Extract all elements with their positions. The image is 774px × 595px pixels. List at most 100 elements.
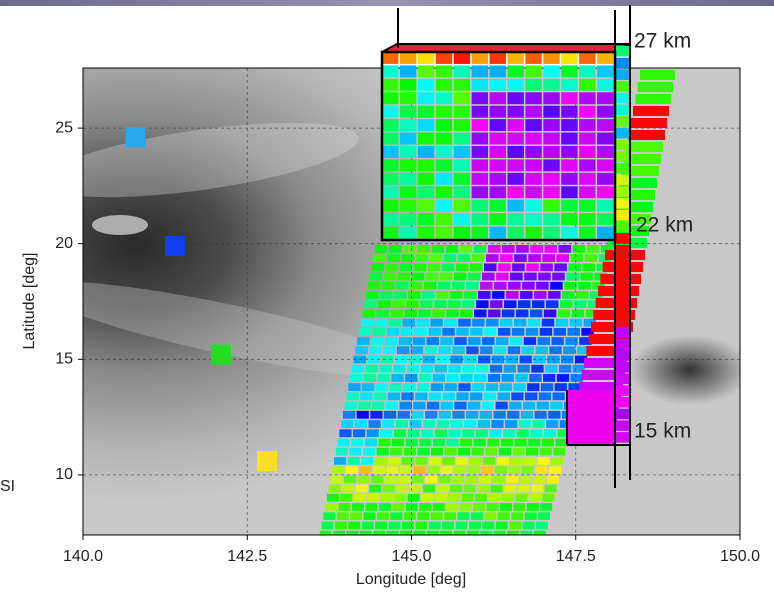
swath-cell [407, 365, 419, 373]
swath-cell [359, 328, 371, 336]
box-cell [597, 65, 613, 77]
box-cell [400, 213, 416, 225]
swath-cell [442, 328, 454, 336]
swath-cell [563, 346, 575, 354]
box-side-cell [616, 81, 629, 92]
box-cell [561, 133, 577, 145]
box-cell [382, 65, 398, 77]
box-cell [525, 92, 541, 104]
swath-cell [356, 485, 368, 493]
swath-cell [456, 522, 468, 530]
box-cell [436, 227, 452, 239]
swath-cell [390, 310, 402, 318]
swath-cell [512, 263, 525, 271]
swath-cell [500, 319, 512, 327]
box-side-cell [616, 409, 629, 420]
swath-cell [542, 494, 554, 502]
swath-cell [491, 420, 503, 428]
swath-cell [526, 448, 538, 456]
swath-cell [456, 393, 468, 401]
box-cell [543, 133, 559, 145]
swath-cell [427, 337, 439, 345]
swath-cell [520, 291, 532, 299]
box-cell [454, 119, 470, 131]
swath-cell [520, 475, 532, 483]
box-cell [543, 146, 559, 158]
swath-cell [496, 337, 508, 345]
box-cell [543, 65, 559, 77]
swath-cell [480, 346, 492, 354]
swath-cell [513, 383, 525, 391]
swath-cell [549, 466, 561, 474]
box-side-cell [616, 140, 629, 151]
box-cell [472, 146, 488, 158]
swath-cell [440, 273, 453, 281]
swath-cell [475, 494, 487, 502]
swath-cell [454, 402, 466, 410]
swath-cell [498, 393, 510, 401]
swath-cell [551, 457, 563, 465]
swath-cell [530, 310, 542, 318]
box-cell [382, 200, 398, 212]
swath-cell [542, 439, 554, 447]
swath-cell [545, 485, 557, 493]
box-cell [382, 92, 398, 104]
swath-cell [502, 374, 514, 382]
swath-cell [424, 282, 437, 290]
swath-cell [363, 310, 375, 318]
swath-cell [389, 522, 401, 530]
box-cell [507, 173, 523, 185]
swath-cell [358, 475, 370, 483]
swath-cell [445, 448, 457, 456]
figure: 27 km 22 km 15 km SI Longitude [deg] Lat… [0, 0, 774, 595]
swath-cell [443, 393, 455, 401]
swath-cell [485, 448, 497, 456]
swath-cell [391, 374, 403, 382]
box-cell [543, 159, 559, 171]
marker [211, 345, 231, 365]
box-cell [561, 200, 577, 212]
box-cell [436, 79, 452, 91]
box-side-cell [616, 362, 629, 373]
box-cell [382, 159, 398, 171]
swath-cell [472, 254, 485, 262]
swath-cell [550, 282, 563, 290]
swath-cell [428, 328, 440, 336]
swath-cell [460, 374, 472, 382]
swath-cell [480, 411, 492, 419]
swath-cell [474, 245, 487, 253]
box-cell [418, 65, 434, 77]
swath-cell [388, 393, 400, 401]
swath-cell [440, 337, 452, 345]
swath-cell [460, 439, 472, 447]
swath-cell [454, 273, 467, 281]
swath-cell [373, 254, 386, 262]
swath-cell [425, 346, 437, 354]
swath-cell [542, 319, 554, 327]
swath-cell [549, 346, 561, 354]
box-cell [472, 79, 488, 91]
swath-cell [508, 346, 520, 354]
box-cell [561, 173, 577, 185]
altitude-label: 27 km [634, 30, 691, 53]
swath-cell [433, 439, 445, 447]
swath-cell [423, 485, 435, 493]
swath-cell [506, 475, 518, 483]
swath-cell [504, 300, 516, 308]
box-cell [543, 173, 559, 185]
y-tick-label: 10 [55, 466, 73, 483]
box-cell [507, 186, 523, 198]
swath-cell [525, 393, 537, 401]
swath-cell [546, 300, 558, 308]
swath-cell [387, 328, 399, 336]
swath-cell [524, 273, 537, 281]
swath-cell [456, 263, 469, 271]
swath-cell [554, 263, 567, 271]
swath-cell [494, 346, 506, 354]
box-cell [382, 146, 398, 158]
swath-cell [378, 300, 390, 308]
swath-cell [477, 485, 489, 493]
swath-cell [527, 383, 539, 391]
swath-cell [447, 374, 459, 382]
box-cell [561, 159, 577, 171]
